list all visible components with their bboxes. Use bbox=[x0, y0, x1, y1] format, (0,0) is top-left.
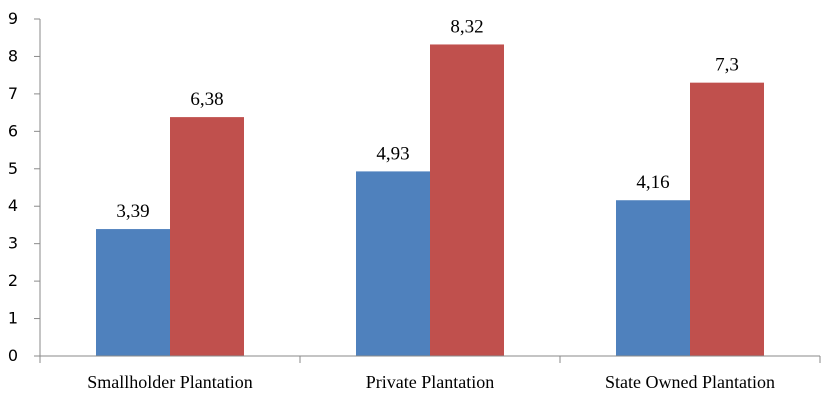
x-category-label: Private Plantation bbox=[366, 372, 494, 392]
y-tick-label: 0 bbox=[8, 346, 18, 365]
data-label: 3,39 bbox=[116, 201, 149, 222]
bars bbox=[96, 44, 764, 357]
y-tick-label: 9 bbox=[8, 9, 18, 28]
y-tick-label: 7 bbox=[8, 84, 18, 103]
y-axis: 0 1 2 3 4 5 6 7 8 9 bbox=[8, 9, 41, 365]
bar-2 bbox=[690, 82, 764, 357]
y-tick-label: 2 bbox=[8, 271, 18, 290]
x-axis: Smallholder Plantation Private Plantation… bbox=[39, 355, 821, 392]
x-category-label: Smallholder Plantation bbox=[87, 372, 252, 392]
bar-2 bbox=[430, 44, 504, 357]
bar-1 bbox=[616, 200, 690, 356]
data-label: 4,16 bbox=[636, 172, 669, 193]
bar-2 bbox=[170, 117, 244, 356]
y-tick-label: 6 bbox=[8, 121, 18, 140]
data-label: 7,3 bbox=[715, 55, 739, 76]
bar-1 bbox=[356, 171, 430, 356]
bar-1 bbox=[96, 229, 170, 356]
y-tick-label: 5 bbox=[8, 159, 18, 178]
y-tick-label: 1 bbox=[8, 309, 18, 328]
y-tick-label: 8 bbox=[8, 46, 18, 65]
data-label: 4,93 bbox=[376, 143, 409, 164]
data-label: 8,32 bbox=[450, 16, 483, 37]
data-labels: 3,39 6,38 4,93 8,32 4,16 7,3 bbox=[116, 16, 739, 222]
x-category-label: State Owned Plantation bbox=[605, 372, 775, 392]
y-tick-label: 3 bbox=[8, 234, 18, 253]
y-tick-label: 4 bbox=[8, 196, 18, 215]
data-label: 6,38 bbox=[190, 89, 223, 110]
